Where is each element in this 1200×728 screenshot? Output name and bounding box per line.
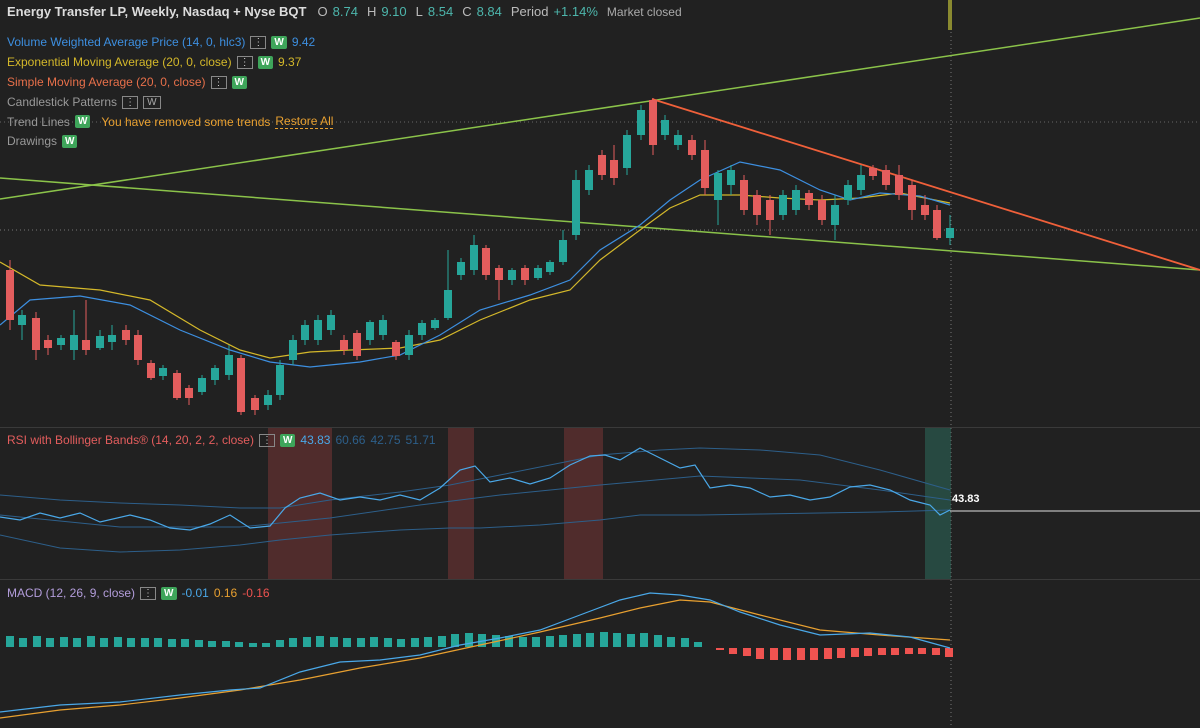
macd-line	[0, 592, 951, 713]
ema-line	[0, 192, 951, 359]
trend-line	[0, 17, 1200, 200]
candle-bodies-down	[6, 100, 941, 412]
badge[interactable]: W	[231, 75, 247, 89]
legend-item[interactable]: Volume Weighted Average Price (14, 0, hl…	[7, 35, 315, 49]
legend-item[interactable]: Exponential Moving Average (20, 0, close…	[7, 55, 301, 69]
indicator-value: 0.16	[213, 586, 238, 600]
menu-icon[interactable]: ⋮	[122, 95, 139, 109]
indicator-value: 43.83	[300, 433, 331, 447]
bb-basis	[0, 475, 951, 528]
ohlc-key: C	[462, 4, 472, 19]
badge[interactable]: W	[257, 55, 274, 69]
ohlc-value: 8.84	[476, 4, 502, 19]
macd-histogram-down	[716, 648, 953, 660]
indicator-name: Trend Lines	[7, 114, 70, 129]
indicator-value: 51.71	[405, 433, 436, 447]
period-value: +1.14%	[553, 4, 598, 19]
indicator-name: Exponential Moving Average (20, 0, close…	[7, 55, 232, 69]
ohlc-key: H	[366, 4, 377, 19]
rsi-line	[0, 447, 951, 531]
legend-item[interactable]: Drawings W	[7, 134, 78, 148]
overbought-zone	[448, 428, 474, 579]
indicator-name: Drawings	[7, 134, 58, 148]
indicator-name: RSI with Bollinger Bands® (14, 20, 2, 2,…	[7, 433, 254, 447]
macd-legend[interactable]: MACD (12, 26, 9, close) ⋮ W -0.01 0.16 -0.16	[7, 586, 270, 600]
symbol-title: Energy Transfer LP, Weekly, Nasdaq + Nys…	[7, 4, 307, 19]
trend-line	[0, 177, 1200, 271]
badge[interactable]: W	[74, 115, 91, 128]
legend-item[interactable]: Trend Lines W You have removed some trends…	[7, 114, 334, 129]
market-status: Market closed	[606, 4, 682, 19]
indicator-value: -0.16	[242, 586, 270, 600]
rsi-legend[interactable]: RSI with Bollinger Bands® (14, 20, 2, 2,…	[7, 433, 436, 447]
candle-bodies-up	[18, 110, 954, 405]
indicator-value: 9.42	[291, 35, 316, 49]
badge[interactable]: W	[62, 134, 78, 148]
indicator-value: 9.37	[278, 55, 302, 69]
ohlc-key: O	[317, 4, 328, 19]
ohlc-key: L	[415, 4, 423, 19]
bb-lower	[0, 509, 951, 553]
badge[interactable]: W	[279, 433, 296, 447]
marker	[948, 0, 952, 30]
restore-link[interactable]: Restore All	[275, 114, 334, 129]
macd-histogram-up	[6, 632, 702, 647]
indicator-name: Candlestick Patterns	[7, 95, 118, 109]
trend-line	[651, 98, 1200, 271]
overbought-zone	[564, 428, 603, 579]
overbought-zone	[268, 428, 332, 579]
rsi-zones	[268, 428, 951, 579]
vwap-line	[0, 161, 951, 368]
indicator-name: Simple Moving Average (20, 0, close)	[7, 75, 206, 89]
badge[interactable]: W	[271, 35, 287, 49]
ohlc-value: 8.74	[332, 4, 358, 19]
ohlc-value: 8.54	[427, 4, 454, 19]
bb-upper	[0, 447, 951, 509]
badge[interactable]: W	[143, 95, 161, 109]
notice: You have removed some trends	[101, 114, 271, 129]
menu-icon[interactable]: ⋮	[236, 55, 253, 69]
menu-icon[interactable]: ⋮	[250, 35, 267, 49]
rsi-last-label: 43.83	[952, 493, 980, 505]
legend-item[interactable]: Simple Moving Average (20, 0, close) ⋮ W	[7, 75, 247, 89]
indicator-value: -0.01	[181, 586, 209, 600]
menu-icon[interactable]: ⋮	[258, 433, 275, 447]
period-label: Period	[510, 4, 549, 19]
menu-icon[interactable]: ⋮	[210, 75, 227, 89]
signal-line	[0, 599, 951, 719]
ohlc-value: 9.10	[381, 4, 407, 19]
badge[interactable]: W	[161, 586, 177, 600]
indicator-value: 42.75	[370, 433, 401, 447]
rsi-last-value: 43.83	[952, 493, 980, 505]
indicator-name: MACD (12, 26, 9, close)	[7, 586, 136, 600]
indicator-value: 60.66	[335, 433, 366, 447]
oversold-zone	[925, 428, 951, 579]
menu-icon[interactable]: ⋮	[140, 586, 157, 600]
header: Energy Transfer LP, Weekly, Nasdaq + Nys…	[7, 4, 682, 19]
indicator-name: Volume Weighted Average Price (14, 0, hl…	[7, 35, 246, 49]
legend-item[interactable]: Candlestick Patterns ⋮ W	[7, 95, 161, 109]
